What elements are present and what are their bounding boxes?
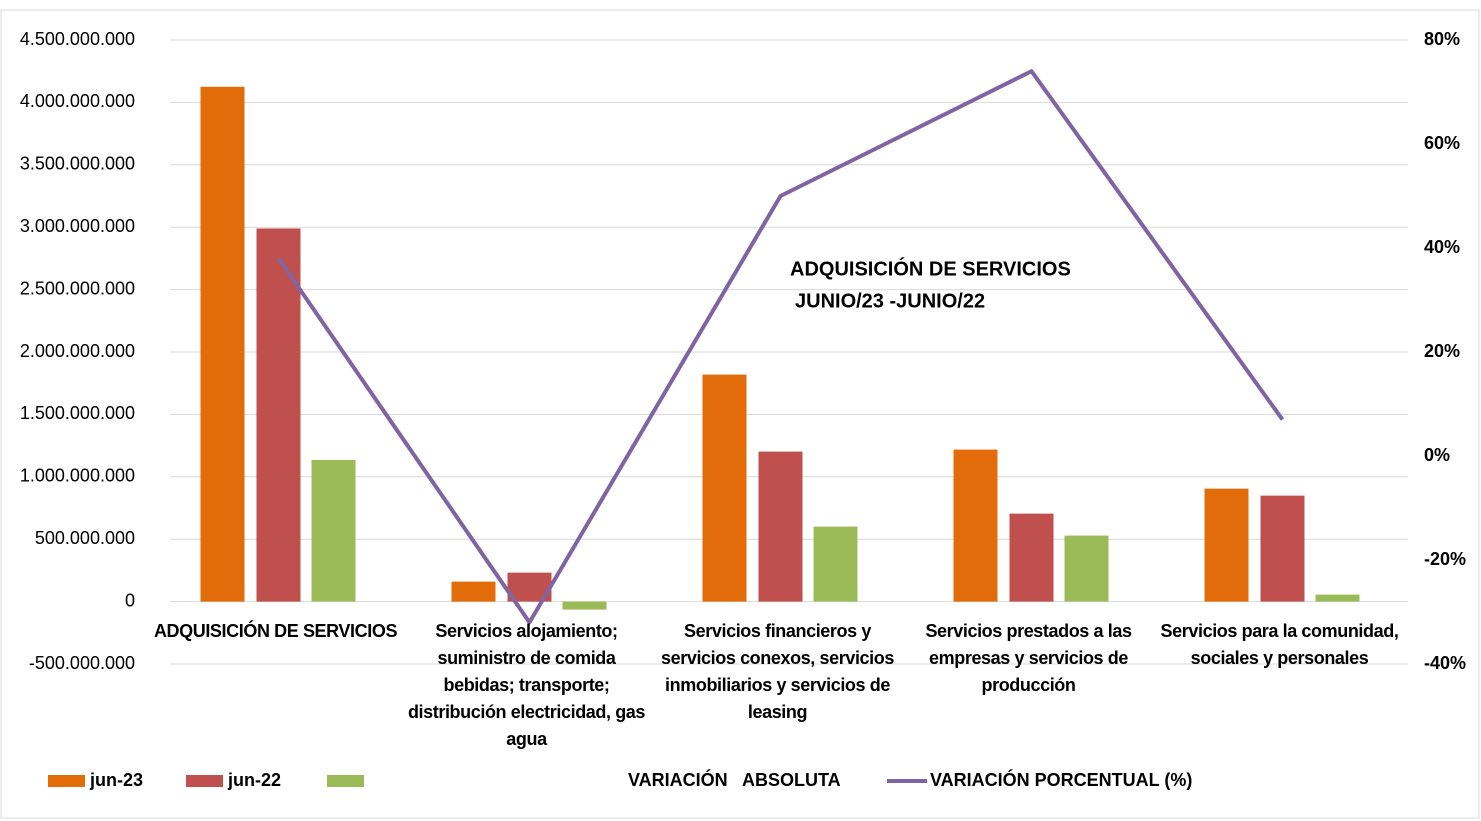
legend-label: jun-23 (89, 770, 143, 790)
y-tick-label: 500.000.000 (35, 528, 135, 548)
bar (1260, 495, 1305, 602)
chart-title: ADQUISICIÓN DE SERVICIOS (790, 256, 1071, 280)
y2-tick-label: -20% (1424, 549, 1466, 569)
bar (200, 86, 245, 602)
y2-tick-label: 60% (1424, 133, 1460, 153)
y-tick-label: 1.500.000.000 (20, 403, 135, 423)
y2-tick-label: 20% (1424, 341, 1460, 361)
x-tick-label: Servicios financieros y servicios conexo… (661, 621, 894, 722)
x-tick-label: Servicios para la comunidad, sociales y … (1160, 621, 1399, 668)
bar (1009, 513, 1054, 602)
y-tick-label: 4.500.000.000 (20, 29, 135, 49)
legend-label: jun-22 (227, 770, 281, 790)
y-tick-label: 3.000.000.000 (20, 216, 135, 236)
x-tick-label: Servicios alojamiento; suministro de com… (407, 621, 646, 749)
y-tick-label: 0 (125, 590, 135, 610)
y2-tick-label: 80% (1424, 29, 1460, 49)
bar (311, 459, 356, 602)
x-tick-label: ADQUISICIÓN DE SERVICIOS (153, 621, 398, 641)
bar (758, 451, 803, 602)
bar (451, 581, 496, 602)
y-tick-label: 2.500.000.000 (20, 278, 135, 298)
bar (562, 601, 607, 610)
bar (953, 449, 998, 602)
bar (702, 374, 747, 602)
line (276, 69, 1285, 625)
legend-label: VARIACIÓN PORCENTUAL (%) (930, 769, 1192, 790)
y-tick-label: -500.000.000 (29, 653, 135, 673)
x-tick-label: Servicios prestados a las empresas y ser… (925, 621, 1132, 695)
legend-swatch (327, 775, 364, 787)
y2-tick-label: 40% (1424, 237, 1460, 257)
y-tick-label: 2.000.000.000 (20, 341, 135, 361)
frame (0, 9, 1480, 819)
y-tick-label: 3.500.000.000 (20, 154, 135, 174)
y2-tick-label: 0% (1424, 445, 1450, 465)
y-tick-label: 4.000.000.000 (20, 91, 135, 111)
y2-tick-label: -40% (1424, 653, 1466, 673)
bar (1204, 488, 1249, 602)
legend-swatch (48, 775, 85, 787)
bar (813, 526, 858, 602)
y-tick-label: 1.000.000.000 (20, 466, 135, 486)
chart-subtitle: JUNIO/23 -JUNIO/22 (795, 290, 985, 312)
bar (1315, 594, 1360, 602)
bar (256, 228, 301, 602)
legend-swatch (186, 775, 223, 787)
bar (1064, 535, 1109, 602)
legend-label: VARIACIÓN ABSOLUTA (628, 769, 841, 790)
